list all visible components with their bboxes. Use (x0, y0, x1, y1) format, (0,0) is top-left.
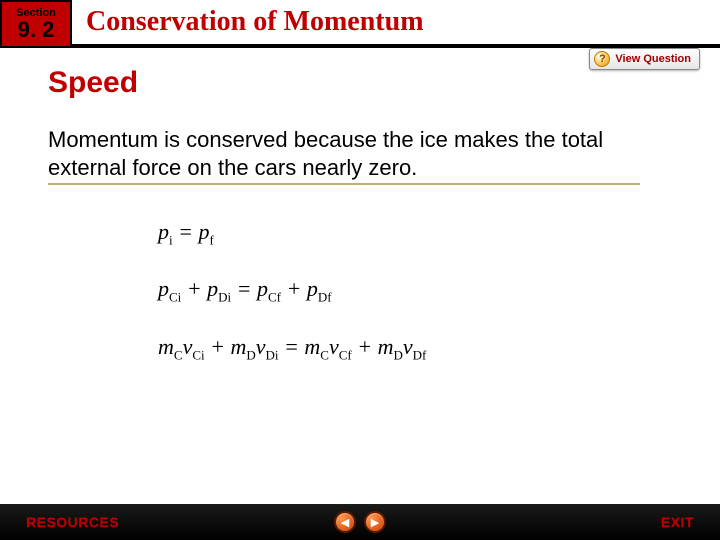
footer-bar: RESOURCES ◀ ▶ EXIT (0, 504, 720, 540)
section-number: 9. 2 (18, 19, 55, 41)
nav-next-button[interactable]: ▶ (364, 511, 386, 533)
equation-3: mCvCi + mDvDi = mCvCf + mDvDf (158, 334, 672, 363)
section-box: Section 9. 2 (0, 0, 72, 48)
exit-button[interactable]: EXIT (661, 514, 694, 530)
equations-block: pi = pf pCi + pDi = pCf + pDf mCvCi + mD… (158, 219, 672, 363)
nav-prev-button[interactable]: ◀ (334, 511, 356, 533)
body-text: Momentum is conserved because the ice ma… (48, 126, 640, 185)
equation-2: pCi + pDi = pCf + pDf (158, 276, 672, 305)
resources-button[interactable]: RESOURCES (26, 514, 119, 530)
topic-title: Speed (48, 66, 672, 100)
chapter-title: Conservation of Momentum (72, 0, 720, 44)
nav-controls: ◀ ▶ (334, 511, 386, 533)
slide-header: Section 9. 2 Conservation of Momentum (0, 0, 720, 48)
equation-1: pi = pf (158, 219, 672, 248)
content-area: Speed Momentum is conserved because the … (0, 48, 720, 363)
